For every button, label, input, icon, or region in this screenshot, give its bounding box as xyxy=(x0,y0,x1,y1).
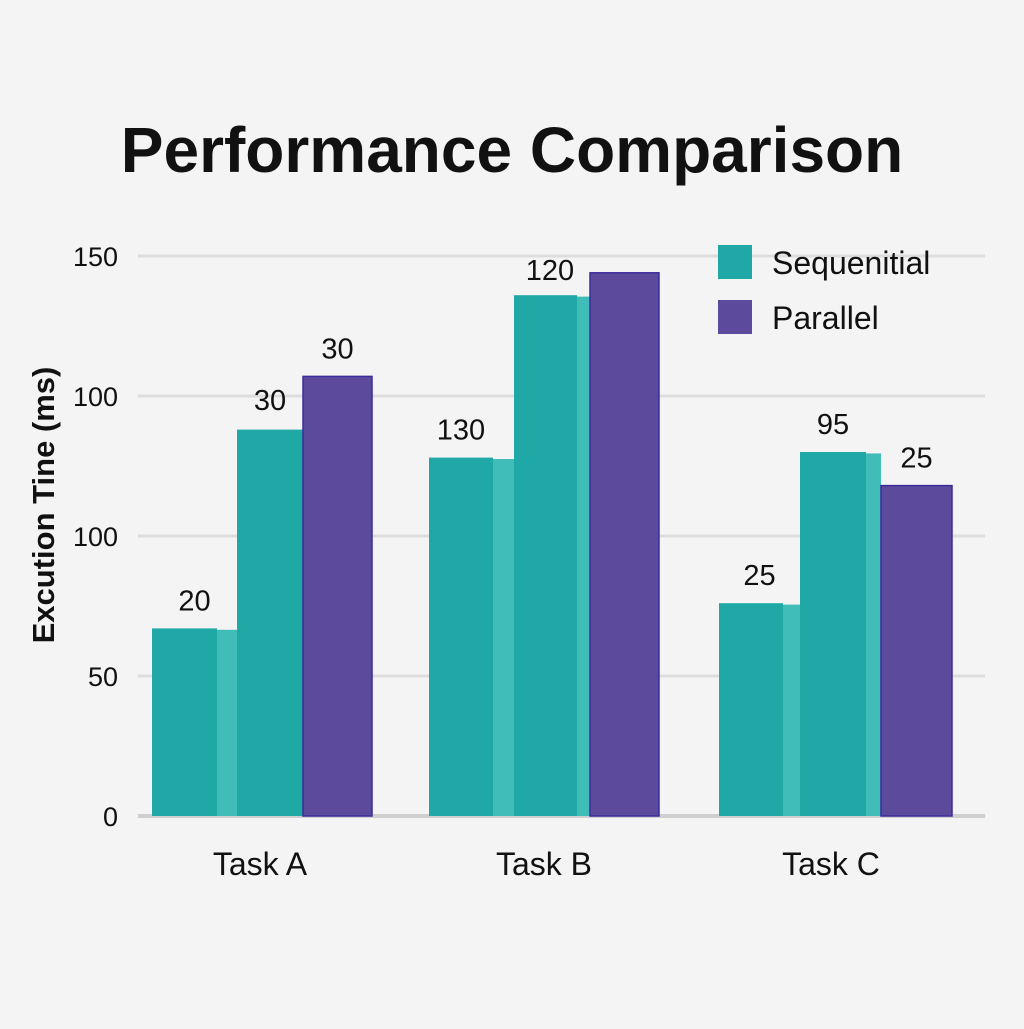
data-label: 25 xyxy=(743,560,775,592)
bars xyxy=(152,272,953,817)
data-label: 120 xyxy=(526,255,574,287)
bar-sequential xyxy=(514,295,577,816)
data-labels: 20 30 30 130 120 25 95 25 xyxy=(178,255,932,617)
bar-sequential-side xyxy=(783,604,800,816)
bar-parallel xyxy=(302,375,373,817)
bar-sequential xyxy=(237,429,303,816)
legend-label: Parallel xyxy=(772,300,879,336)
data-label: 30 xyxy=(321,333,353,365)
y-tick-label: 100 xyxy=(73,522,118,552)
legend: Sequenitial Parallel xyxy=(718,245,930,336)
x-axis-ticks: Task A Task B Task C xyxy=(213,846,880,882)
data-label: 30 xyxy=(254,385,286,417)
bar-sequential xyxy=(800,452,866,816)
bar-sequential-side xyxy=(577,296,590,817)
bar-sequential xyxy=(152,628,217,816)
legend-swatch xyxy=(718,300,752,334)
y-axis-label: Excution Tine (ms) xyxy=(26,367,61,644)
data-label: 20 xyxy=(178,585,210,617)
chart-title: Performance Comparison xyxy=(121,114,903,186)
x-tick-label: Task C xyxy=(782,846,880,882)
bar-sequential xyxy=(719,603,783,816)
y-tick-label: 0 xyxy=(103,802,118,832)
y-tick-label: 50 xyxy=(88,662,118,692)
data-label: 95 xyxy=(817,409,849,441)
y-tick-label: 100 xyxy=(73,382,118,412)
data-label: 25 xyxy=(900,443,932,475)
data-label: 130 xyxy=(437,415,485,447)
y-tick-label: 150 xyxy=(73,242,118,272)
bar-parallel xyxy=(589,272,660,817)
bar-sequential-side xyxy=(493,459,514,816)
bar-parallel xyxy=(880,484,953,817)
bar-sequential-side xyxy=(217,629,237,816)
legend-label: Sequenitial xyxy=(772,245,930,281)
x-tick-label: Task A xyxy=(213,846,308,882)
bar-sequential xyxy=(429,457,493,816)
x-tick-label: Task B xyxy=(496,846,592,882)
legend-swatch xyxy=(718,245,752,279)
bar-sequential-side xyxy=(866,453,881,816)
